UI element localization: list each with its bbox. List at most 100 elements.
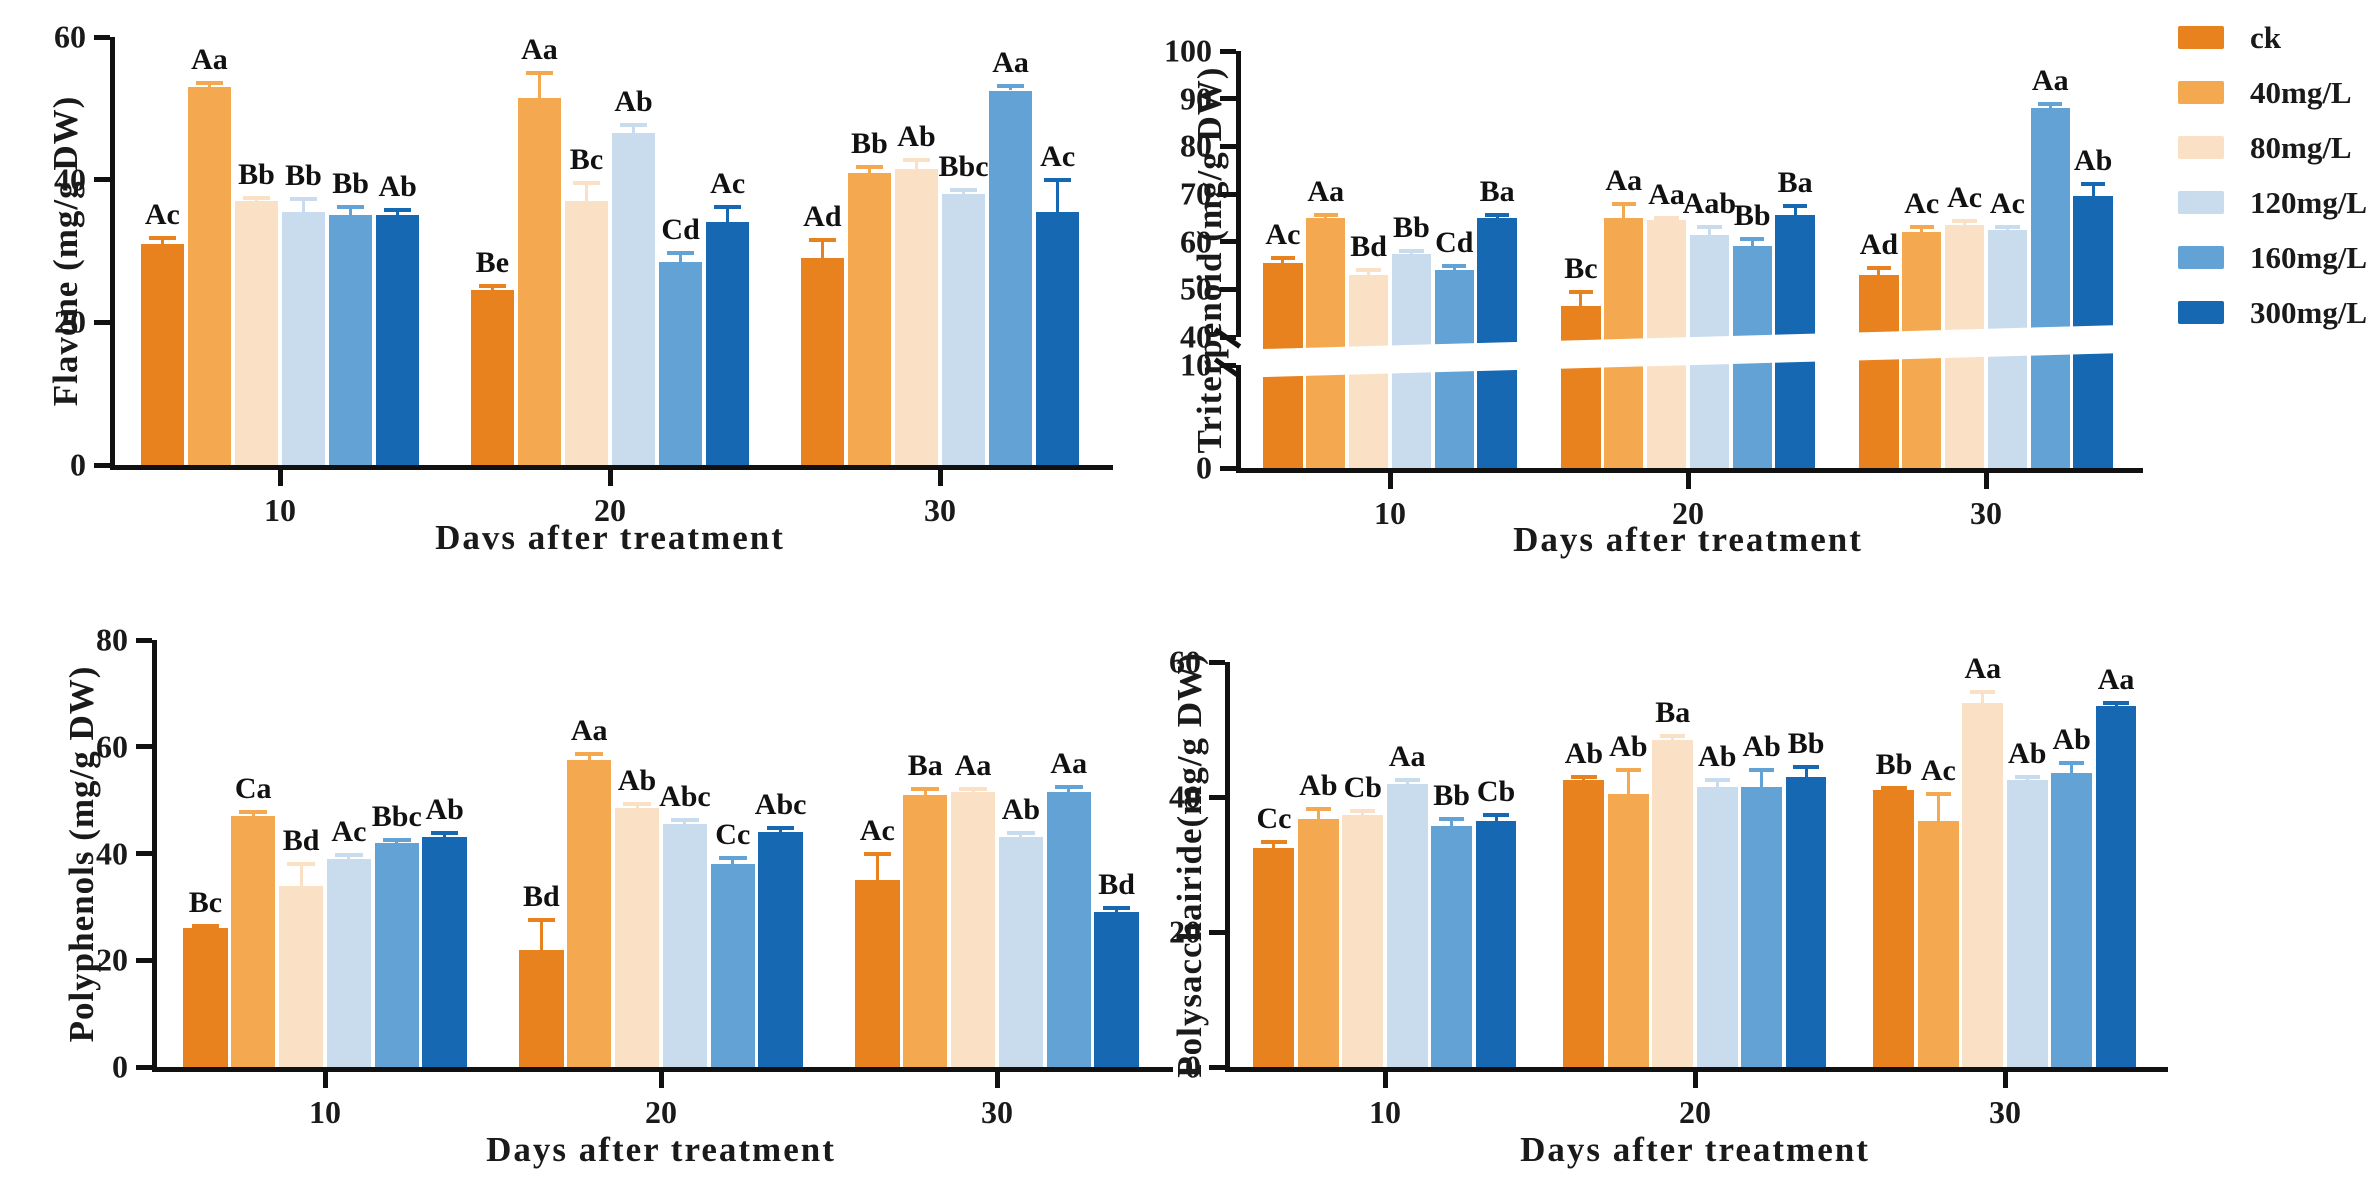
bar-ck [140, 243, 185, 465]
bar-80mg/L [1962, 702, 2004, 1067]
error-bar-cap [855, 164, 883, 169]
significance-label: Aa [992, 46, 1029, 80]
significance-label: Bb [1393, 211, 1430, 245]
y-tick-label: 40 [96, 835, 128, 871]
y-tick-label: 0 [112, 1048, 128, 1085]
error-bar-stem [1579, 291, 1583, 306]
significance-label: Aa [1307, 175, 1345, 209]
error-bar-cap [1442, 264, 1467, 269]
x-tick-label: 10 [309, 1094, 341, 1130]
significance-label: Ab [2052, 723, 2091, 757]
significance-label: Aa [521, 32, 558, 66]
error-bar-cap [714, 204, 742, 209]
legend-swatch [2178, 136, 2224, 159]
bar-120mg/L [1696, 786, 1738, 1067]
x-tick [1685, 473, 1691, 489]
x-axis [1225, 1067, 2168, 1072]
y-tick [1209, 1064, 1225, 1070]
y-tick-label: 90 [1180, 80, 1212, 117]
error-bar-cap [863, 851, 892, 856]
error-bar-cap [620, 122, 648, 127]
error-bar-stem [731, 857, 735, 865]
error-bar-cap [1793, 764, 1819, 769]
error-bar-cap [959, 787, 987, 792]
y-axis-upper [1236, 51, 1241, 337]
significance-label: Bd [1098, 867, 1135, 901]
significance-label: Bb [1433, 779, 1470, 813]
significance-label: Aa [1964, 652, 2002, 686]
error-bar-stem [1760, 770, 1764, 787]
legend-label: 300mg/L [2250, 294, 2368, 330]
x-tick-label: 30 [1989, 1094, 2021, 1130]
significance-label: Aa [1605, 164, 1643, 198]
error-bar-stem [635, 803, 639, 809]
significance-label: Ad [803, 200, 842, 234]
error-bar-cap [902, 158, 930, 163]
bar-40mg/L [903, 794, 948, 1067]
bar-ck [1873, 790, 1915, 1067]
bar-160mg/L [1046, 792, 1091, 1067]
error-bar-stem [1367, 270, 1371, 276]
y-tick-label: 0 [1196, 449, 1212, 486]
error-bar-cap [1356, 268, 1381, 273]
error-bar-cap [335, 852, 363, 857]
error-bar-stem [539, 920, 543, 950]
error-bar-stem [2091, 184, 2095, 197]
bar-120mg/L [281, 211, 326, 465]
x-tick [994, 1072, 1000, 1088]
significance-label: Ab [897, 120, 936, 154]
y-tick [1220, 239, 1236, 245]
y-tick-label: 80 [1180, 127, 1212, 164]
plot-area-flavone: 0 20 40 60 10 Ac Aa Bb Bb Bb Ab 20 Be Aa Bc Ab Cd Ac 30 Ad B… [54, 19, 1113, 528]
x-tick [1387, 473, 1393, 489]
bar-40mg/L [1297, 819, 1339, 1067]
bar-ck [800, 258, 845, 465]
error-bar-cap [2103, 700, 2129, 705]
bar-160mg/L [328, 215, 373, 465]
y-axis-label: Polysacchairide(mg/g DW) [1170, 651, 1209, 1078]
error-bar-cap [2058, 761, 2085, 766]
x-tick [1382, 1072, 1388, 1088]
significance-label: Ca [234, 771, 272, 805]
y-tick-label: 40 [54, 161, 86, 198]
error-bar-stem [207, 82, 211, 87]
significance-label: Cc [1256, 802, 1292, 836]
error-bar-cap [1740, 237, 1765, 242]
x-tick-label: 20 [1672, 495, 1704, 531]
significance-label: Aa [1050, 746, 1088, 780]
significance-label: Bc [1564, 251, 1598, 285]
x-tick [2002, 1072, 2008, 1088]
error-bar-cap [1782, 203, 1808, 208]
y-tick-label: 40 [1180, 318, 1212, 355]
error-bar-cap [1261, 840, 1287, 845]
error-bar-stem [820, 240, 824, 259]
y-tick [94, 462, 110, 468]
significance-label: Ac [1920, 753, 1956, 787]
significance-label: Aa [2097, 662, 2135, 696]
x-axis [1236, 468, 2143, 473]
error-bar-stem [1019, 833, 1023, 838]
error-bar-stem [347, 854, 351, 859]
error-bar-cap [911, 787, 939, 792]
legend-label: ck [2250, 19, 2281, 55]
legend-entry-160mgl: 160mg/L [2178, 230, 2367, 285]
bar-ck [470, 290, 515, 465]
bar-300mg/L [1094, 912, 1139, 1067]
significance-label: Bbc [371, 800, 422, 834]
error-bar-cap [1697, 225, 1722, 230]
error-bar-cap [1102, 905, 1131, 910]
significance-label: Bb [851, 126, 888, 160]
error-bar-cap [1995, 225, 2020, 230]
chart-panel-polyphenols: Polyphenols (mg/g DW) 0 20 40 60 80 10 Bc Ca Bd A… [0, 590, 1190, 1202]
significance-label: Be [475, 245, 510, 279]
significance-label: Bc [188, 885, 223, 919]
y-tick-label: 80 [96, 621, 128, 658]
x-tick-label: 20 [1679, 1094, 1711, 1130]
significance-label: Abc [754, 787, 807, 821]
error-bar-cap [1484, 213, 1510, 218]
x-axis-label: Days after treatment [1513, 520, 1863, 559]
y-tick-label: 60 [1169, 643, 1201, 680]
bar-ck [855, 880, 900, 1067]
significance-label: Ab [617, 763, 657, 797]
error-bar-cap [1394, 778, 1420, 783]
